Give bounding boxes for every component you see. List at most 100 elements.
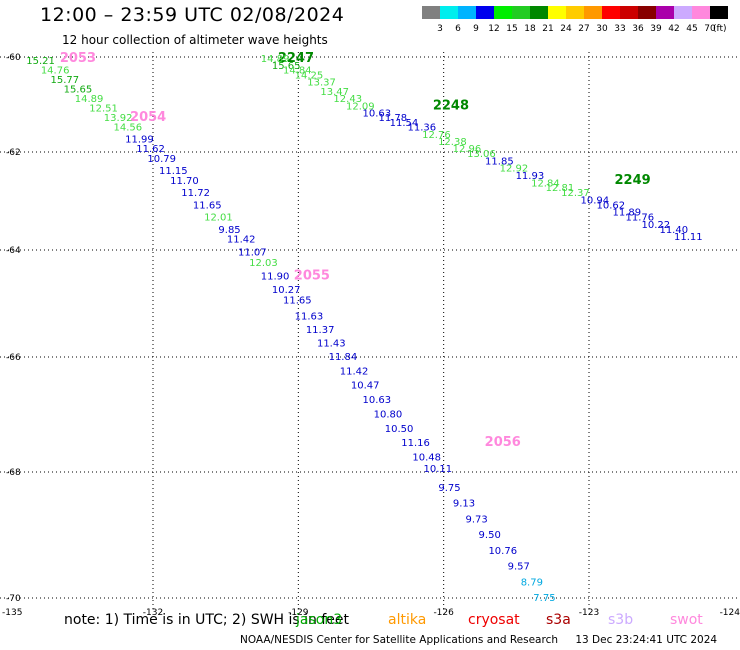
wave-height-mark: 8.79 [521,577,543,588]
pass-label: 2247 [278,51,314,66]
wave-height-mark: 14.89 [261,54,290,65]
legend-swatch [476,6,494,19]
wave-height-mark: 9.13 [453,499,475,510]
legend-swatch [494,6,512,19]
legend-label: 36 [632,24,644,34]
pass-label: 2248 [433,98,469,113]
x-tick-label: -126 [433,608,454,618]
wave-height-mark: 9.75 [438,483,460,494]
wave-height-mark: 11.40 [659,225,688,236]
pass-label: 2054 [130,110,166,125]
wave-height-mark: 10.47 [351,381,380,392]
wave-height-mark: 12.76 [422,130,451,141]
legend-swatch [674,6,692,19]
y-tick-label: -64 [6,246,21,256]
legend-swatch [656,6,674,19]
wave-height-mark: 10.94 [580,195,609,206]
footer-credit: NOAA/NESDIS Center for Satellite Applica… [240,634,558,646]
pass-label: 2249 [615,173,651,188]
legend-label: 3 [437,24,443,34]
pass-label: 2056 [485,435,521,450]
legend-label: 33 [614,24,625,34]
wave-height-mark: 11.93 [516,171,545,182]
legend-swatch [584,6,602,19]
y-tick-label: -62 [6,148,21,158]
wave-height-mark: 11.36 [408,123,437,134]
legend-swatch [638,6,656,19]
wave-height-mark: 15.65 [272,61,301,72]
wave-height-mark: 12.96 [453,144,482,155]
wave-height-mark: 10.27 [272,285,301,296]
wave-height-color-legend: 3 6 9 12 15 18 21 24 27 30 33 36 39 42 45 70(ft) [422,6,728,34]
wave-height-mark: 9.50 [479,530,501,541]
wave-height-mark: 14.84 [283,66,312,77]
wave-height-mark: 12.84 [531,178,560,189]
wave-height-mark: 11.16 [401,438,430,449]
satellite-s3a: s3a [546,612,571,628]
legend-label: 12 [488,24,499,34]
page-subtitle: 12 hour collection of altimeter wave hei… [62,33,328,47]
legend-swatch [710,6,728,19]
legend-swatch [602,6,620,19]
legend-label: 6 [455,24,461,34]
wave-height-mark: 11.37 [306,325,335,336]
wave-height-mark: 14.89 [75,94,104,105]
wave-height-mark: 13.47 [320,87,349,98]
legend-label: 27 [578,24,589,34]
wave-height-mark: 11.84 [329,352,358,363]
x-tick-label: -132 [143,608,163,618]
wave-height-mark: 11.15 [159,166,188,177]
note-text: note: 1) Time is in UTC; 2) SWH is in fe… [64,612,350,628]
wave-height-mark: 10.22 [642,220,671,231]
wave-height-mark: 10.62 [596,200,625,211]
wave-height-mark: 14.25 [295,70,324,81]
x-tick-label: -123 [579,608,599,618]
x-tick-label: -135 [2,608,22,618]
legend-label: 21 [542,24,553,34]
wave-height-mark: 11.42 [227,235,256,246]
wave-height-mark: 12.81 [546,183,575,194]
wave-height-mark: 10.63 [362,108,391,119]
pass-labels: 2053 2054 2055 2056 2247 2248 2249 [60,51,651,450]
wave-height-mark: 15.77 [51,75,80,86]
wave-height-mark: 10.80 [374,409,403,420]
satellite-jason3: jason3 [296,612,343,628]
wave-height-mark: 11.72 [181,188,210,199]
wave-height-mark: 9.57 [508,562,530,573]
wave-height-mark: 11.65 [283,296,312,307]
wave-height-mark: 11.78 [378,113,407,124]
legend-label: (ft) [713,24,727,34]
wave-height-mark: 11.43 [317,338,346,349]
wave-height-mark: 12.92 [500,164,529,175]
page-title: 12:00 – 23:59 UTC 02/08/2024 [40,4,345,26]
pass-label: 2055 [294,268,330,283]
legend-label: 70 [704,24,716,34]
wave-height-marks: 15.2114.7615.7715.6514.8912.5113.9214.56… [26,54,702,604]
legend-swatch [422,6,440,19]
pass-label: 2053 [60,51,96,66]
wave-height-mark: 12.03 [249,258,278,269]
wave-height-mark: 9.85 [218,225,240,236]
wave-height-mark: 10.11 [424,464,453,475]
legend-swatch [440,6,458,19]
legend-swatch [530,6,548,19]
wave-height-mark: 11.89 [612,208,641,219]
legend-label: 42 [668,24,679,34]
wave-height-mark: 11.62 [136,144,165,155]
wave-height-mark: 11.85 [485,156,514,167]
wave-height-mark: 11.90 [261,271,290,282]
legend-label: 30 [596,24,608,34]
legend-label: 15 [506,24,517,34]
y-tick-label: -60 [6,53,21,63]
satellite-s3b: s3b [608,612,634,628]
legend-label: 24 [560,24,572,34]
legend-swatch [566,6,584,19]
wave-height-mark: 7.75 [533,593,555,604]
footer-timestamp: 13 Dec 23:24:41 UTC 2024 [575,634,718,646]
wave-height-mark: 13.92 [104,113,133,124]
legend-label: 9 [473,24,479,34]
wave-height-mark: 12.01 [204,213,233,224]
satellite-swot: swot [670,612,703,628]
wave-height-mark: 10.50 [385,424,414,435]
